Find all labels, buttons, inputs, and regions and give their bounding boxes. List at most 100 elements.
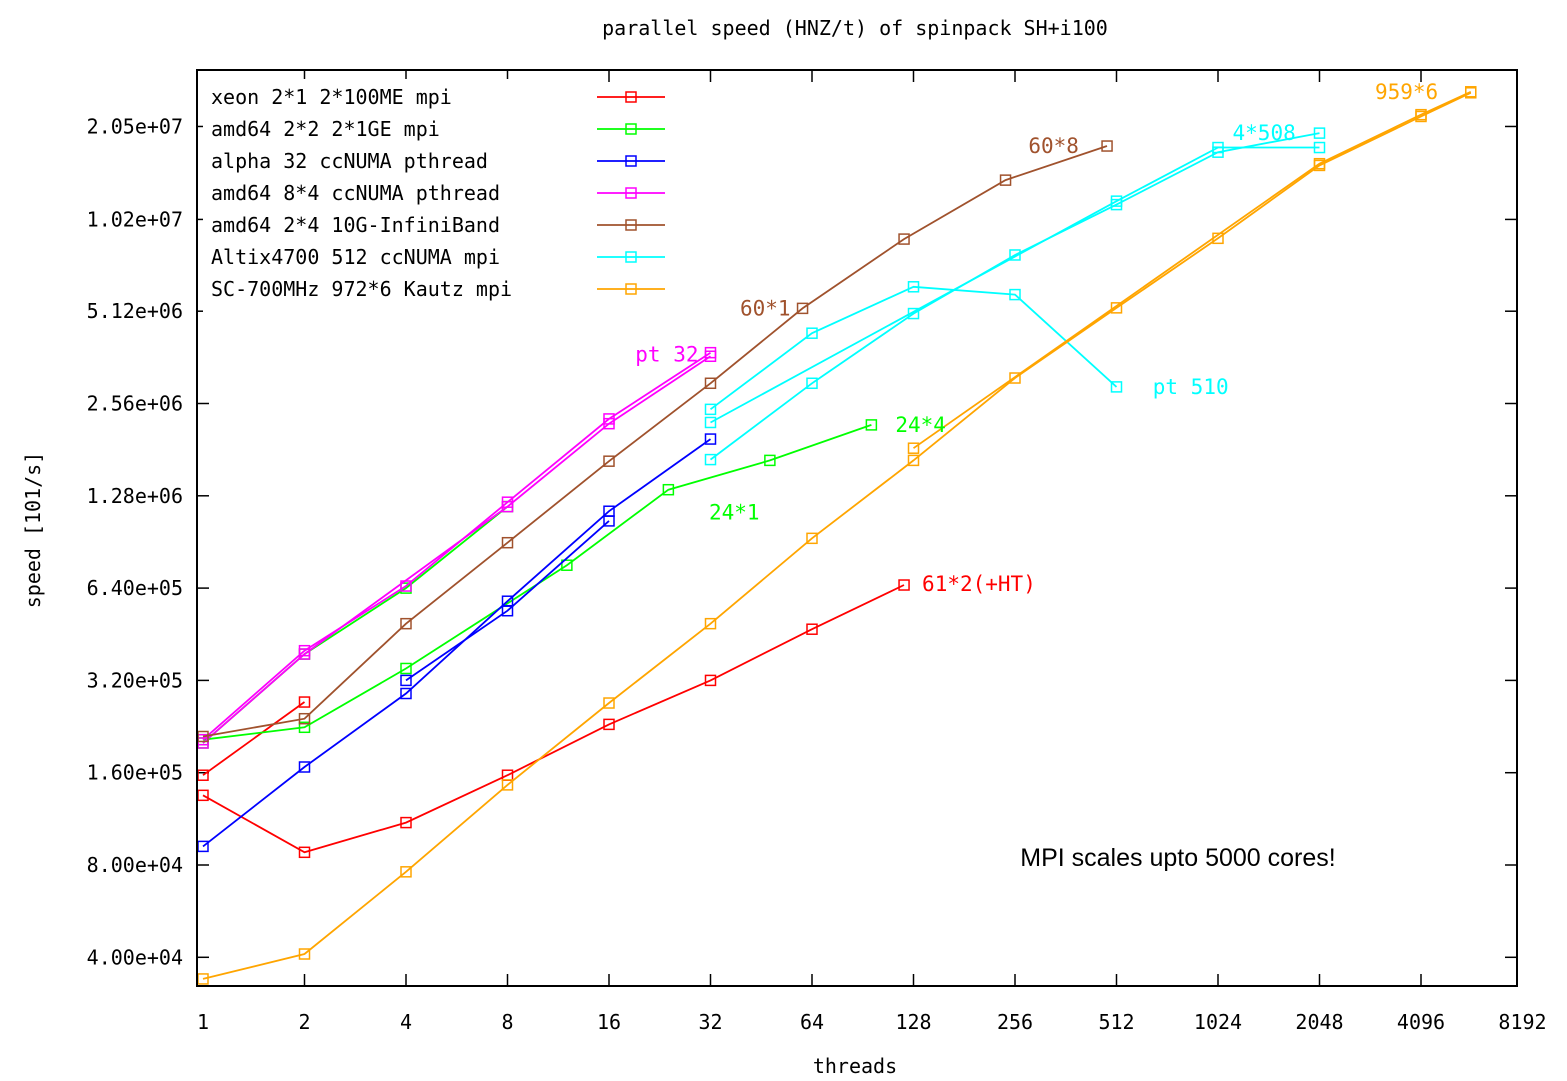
legend-swatch-marker	[625, 91, 637, 103]
data-point	[999, 174, 1012, 186]
data-point	[704, 403, 717, 416]
y-tick-label: 3.20e+05	[87, 668, 183, 692]
data-point	[907, 281, 920, 293]
data-point	[704, 416, 717, 429]
x-tick-label: 4	[400, 1010, 412, 1034]
legend-background	[203, 79, 581, 315]
data-point	[298, 712, 311, 725]
data-point	[400, 866, 412, 878]
series-line	[202, 505, 509, 744]
legend-label: SC-700MHz 972*6 Kautz mpi	[211, 277, 512, 301]
series-2	[197, 433, 717, 853]
series-4	[197, 140, 1113, 743]
data-point	[704, 674, 717, 687]
y-tick-label: 1.28e+06	[87, 484, 183, 508]
x-tick-label: 8192	[1498, 1010, 1546, 1034]
legend-label: amd64 2*4 10G-InfiniBand	[211, 213, 500, 237]
series-annotation: pt 32	[635, 342, 698, 366]
data-point	[1110, 381, 1123, 393]
data-point	[400, 687, 412, 700]
data-point	[298, 648, 311, 660]
data-point	[298, 761, 311, 773]
data-point	[1101, 140, 1113, 152]
data-point	[400, 816, 412, 829]
data-point	[704, 617, 717, 630]
x-tick-label: 32	[698, 1010, 722, 1034]
x-tick-label: 64	[800, 1010, 824, 1034]
x-tick-label: 1	[197, 1010, 209, 1034]
series-6	[197, 86, 1477, 985]
x-tick-label: 2048	[1295, 1010, 1343, 1034]
data-point	[796, 302, 809, 315]
data-point	[1212, 141, 1224, 154]
data-point	[298, 846, 311, 859]
data-point	[501, 604, 514, 617]
series-annotation: 60*8	[1028, 134, 1079, 158]
series-annotation: 60*1	[740, 296, 791, 320]
y-tick-label: 8.00e+04	[87, 853, 183, 877]
data-point	[603, 515, 615, 527]
legend-label: Altix4700 512 ccNUMA mpi	[211, 245, 500, 269]
data-point	[704, 346, 717, 359]
series-line	[202, 355, 711, 744]
x-tick-label: 4096	[1397, 1010, 1445, 1034]
data-point	[806, 623, 818, 635]
legend-swatch-marker	[625, 155, 637, 167]
data-point	[704, 377, 717, 390]
data-point	[806, 327, 818, 339]
data-point	[907, 442, 920, 454]
data-point	[1313, 157, 1326, 170]
x-tick-label: 256	[997, 1010, 1033, 1034]
data-point	[704, 350, 717, 363]
legend-swatch-marker	[625, 283, 637, 295]
legend: xeon 2*1 2*100ME mpi amd64 2*2 2*1GE mpi a…	[203, 79, 665, 315]
y-axis-label: speed [101/s]	[21, 452, 45, 609]
data-point	[501, 500, 514, 513]
series-line	[202, 145, 1108, 738]
legend-label: amd64 8*4 ccNUMA pthread	[211, 181, 500, 205]
y-tick-label: 5.12e+06	[87, 299, 183, 323]
series-line	[405, 520, 610, 682]
x-tick-label: 16	[597, 1010, 621, 1034]
series-line	[709, 132, 1320, 461]
series-annotation: pt 510	[1153, 375, 1229, 399]
x-tick-label: 512	[1098, 1010, 1134, 1034]
series-line	[710, 146, 1320, 424]
data-point	[561, 559, 573, 571]
chart-title: parallel speed (HNZ/t) of spinpack SH+i1…	[602, 16, 1108, 40]
series-line	[202, 438, 712, 848]
legend-swatch-marker	[625, 251, 637, 263]
y-tick-label: 2.05e+07	[87, 114, 183, 138]
data-point	[898, 579, 910, 591]
y-tick-label: 1.60e+05	[87, 761, 183, 785]
series-annotations: 61*2(+HT) 24*1 24*4 pt 32 60*1 60*8 pt 510 4*50…	[635, 80, 1438, 596]
y-tick-label: 1.02e+07	[87, 207, 183, 231]
series-lines	[197, 86, 1477, 985]
data-point	[1009, 249, 1021, 261]
data-point	[1009, 288, 1021, 301]
y-tick-label: 4.00e+04	[87, 945, 183, 969]
legend-swatch-marker	[625, 123, 637, 135]
data-point	[400, 662, 412, 675]
series-annotation: 959*6	[1375, 80, 1438, 104]
data-point	[1313, 141, 1326, 154]
axis-ticks: 1 2 4 8 16 32 64 128 256 512 1024 2048 4096 8192 4.00e…	[87, 70, 1547, 1034]
data-point	[603, 417, 615, 430]
data-point	[704, 433, 717, 445]
data-point	[1313, 127, 1326, 139]
series-annotation: 61*2(+HT)	[922, 572, 1036, 596]
data-point	[298, 948, 311, 960]
data-point	[1009, 372, 1021, 384]
series-line	[202, 424, 872, 741]
series-line	[912, 90, 1472, 449]
series-line	[709, 285, 1118, 411]
x-tick-label: 8	[501, 1010, 513, 1034]
data-point	[1415, 108, 1427, 121]
data-point	[501, 779, 514, 791]
series-line	[202, 91, 1472, 980]
data-point	[298, 721, 311, 734]
data-point	[806, 377, 818, 390]
x-tick-label: 1024	[1194, 1010, 1242, 1034]
data-point	[907, 454, 920, 467]
